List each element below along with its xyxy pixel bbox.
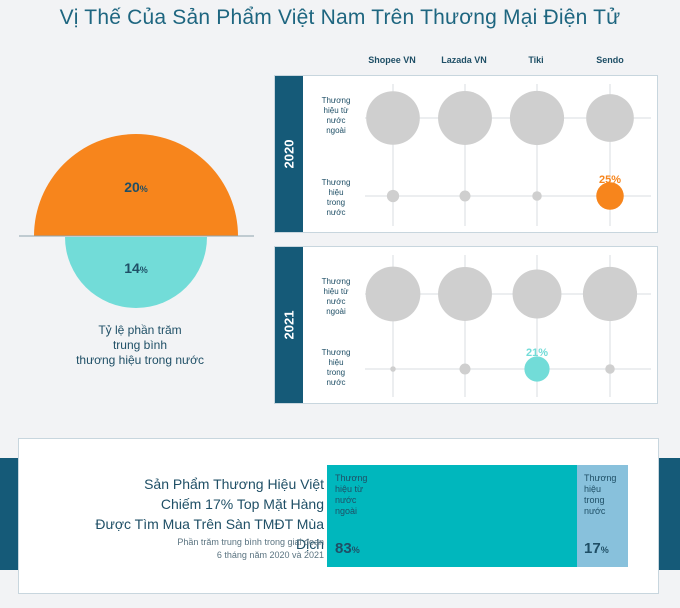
column-header-shopee: Shopee VN xyxy=(368,55,416,65)
segment-label-line: trong xyxy=(584,495,605,505)
bar-segment-foreign xyxy=(327,465,577,567)
column-header-tiki: Tiki xyxy=(528,55,544,65)
domestic-bubble-lazada-vn xyxy=(459,190,471,202)
segment-value-foreign: 83% xyxy=(335,540,360,557)
domestic-bubble-shopee-vn xyxy=(390,366,396,372)
row-label-line: nước xyxy=(326,297,346,306)
segment-label-line: hiệu từ xyxy=(335,484,364,494)
segment-value-number: 17 xyxy=(584,540,601,557)
bottom-headline: Sản Phẩm Thương Hiệu Việt Chiếm 17% Top … xyxy=(64,474,324,554)
top-value-label: 20% xyxy=(124,179,148,195)
bubble-chart-2021: 21% xyxy=(365,255,651,397)
foreign-bubble-sendo xyxy=(582,266,638,322)
segment-label-line: nước xyxy=(584,506,606,516)
row-label-domestic: Thương hiệu trong nước xyxy=(311,348,361,388)
segment-value-unit: % xyxy=(351,545,360,555)
headline-line: Chiếm 17% Top Mặt Hàng xyxy=(160,496,324,512)
foreign-bubble-lazada-vn xyxy=(438,267,492,321)
column-header-sendo: Sendo xyxy=(596,55,624,65)
segment-label-foreign: Thương hiệu từ nước ngoài xyxy=(335,473,367,517)
caption-line: thương hiệu trong nước xyxy=(76,353,204,367)
segment-label-domestic: Thương hiệu trong nước xyxy=(584,473,616,517)
segment-value-domestic: 17% xyxy=(584,540,609,557)
row-label-line: trong xyxy=(326,368,346,377)
row-label-line: hiệu xyxy=(328,188,344,197)
foreign-bubble-shopee-vn xyxy=(365,266,421,322)
row-label-line: Thương xyxy=(321,348,351,357)
domestic-bubble-shopee-vn xyxy=(386,189,400,203)
bar-segment-domestic xyxy=(576,465,628,567)
headline-line: Sản Phẩm Thương Hiệu Việt xyxy=(144,476,324,492)
row-label-line: nước xyxy=(326,208,346,217)
row-label-line: trong xyxy=(326,198,346,207)
row-label-line: hiệu từ xyxy=(323,287,349,296)
caption-line: trung bình xyxy=(112,338,168,352)
row-label-line: Thương xyxy=(321,178,351,187)
headline-line: Được Tìm Mua Trên Sàn TMĐT Mùa Dịch xyxy=(95,516,324,552)
segment-label-line: hiệu xyxy=(584,484,602,494)
row-label-domestic: Thương hiệu trong nước xyxy=(311,178,361,218)
domestic-bubble-tiki xyxy=(524,356,550,382)
row-label-foreign: Thương hiệu từ nước ngoài xyxy=(311,277,361,317)
row-label-line: nước xyxy=(326,378,346,387)
semicircle-caption: Tỷ lệ phần trăm trung bình thương hiệu t… xyxy=(40,323,240,368)
row-label-foreign: Thương hiệu từ nước ngoài xyxy=(311,96,361,136)
row-label-line: ngoài xyxy=(326,307,346,316)
year-tab-2021: 2021 xyxy=(275,247,303,403)
bubble-chart-2020: 25% xyxy=(365,84,651,226)
panel-2020: 2020 Thương hiệu từ nước ngoài Thương hi… xyxy=(274,75,658,233)
panel-2021: 2021 Thương hiệu từ nước ngoài Thương hi… xyxy=(274,246,658,404)
row-label-line: hiệu xyxy=(328,358,344,367)
bottom-subtitle: Phần trăm trung bình trong giai đoạn 6 t… xyxy=(84,536,324,562)
segment-label-line: Thương xyxy=(335,473,368,483)
row-label-line: hiệu từ xyxy=(323,106,349,115)
segment-value-number: 83 xyxy=(335,540,352,557)
subtitle-line: Phần trăm trung bình trong giai đoạn xyxy=(177,537,324,547)
page-title: Vị Thế Của Sản Phẩm Việt Nam Trên Thương… xyxy=(59,6,621,29)
segment-label-line: Thương xyxy=(584,473,617,483)
year-tab-2020: 2020 xyxy=(275,76,303,232)
foreign-bubble-tiki xyxy=(509,90,565,146)
foreign-bubble-sendo xyxy=(586,94,634,142)
domestic-share-semicircle-chart: 20% 14% xyxy=(19,134,254,308)
bottom-value-label: 14% xyxy=(124,260,148,276)
segment-value-unit: % xyxy=(600,545,609,555)
foreign-bubble-tiki xyxy=(512,269,562,319)
foreign-bubble-lazada-vn xyxy=(438,91,492,145)
segment-label-line: nước xyxy=(335,495,357,505)
row-label-line: nước xyxy=(326,116,346,125)
highlight-value-label: 25% xyxy=(599,174,621,186)
row-label-line: Thương xyxy=(321,277,351,286)
caption-line: Tỷ lệ phần trăm xyxy=(98,323,182,337)
row-label-line: ngoài xyxy=(326,126,346,135)
domestic-bubble-lazada-vn xyxy=(459,363,471,375)
segment-label-line: ngoài xyxy=(335,506,358,516)
domestic-bubble-sendo xyxy=(596,182,624,210)
domestic-bubble-tiki xyxy=(532,191,542,201)
top-half-2020 xyxy=(34,134,238,236)
highlight-value-label: 21% xyxy=(526,347,548,359)
bottom-half-2021 xyxy=(65,237,207,308)
row-label-line: Thương xyxy=(321,96,351,105)
foreign-bubble-shopee-vn xyxy=(366,91,420,145)
domestic-bubble-sendo xyxy=(605,364,615,374)
column-header-lazada: Lazada VN xyxy=(441,55,487,65)
subtitle-line: 6 tháng năm 2020 và 2021 xyxy=(216,550,324,560)
